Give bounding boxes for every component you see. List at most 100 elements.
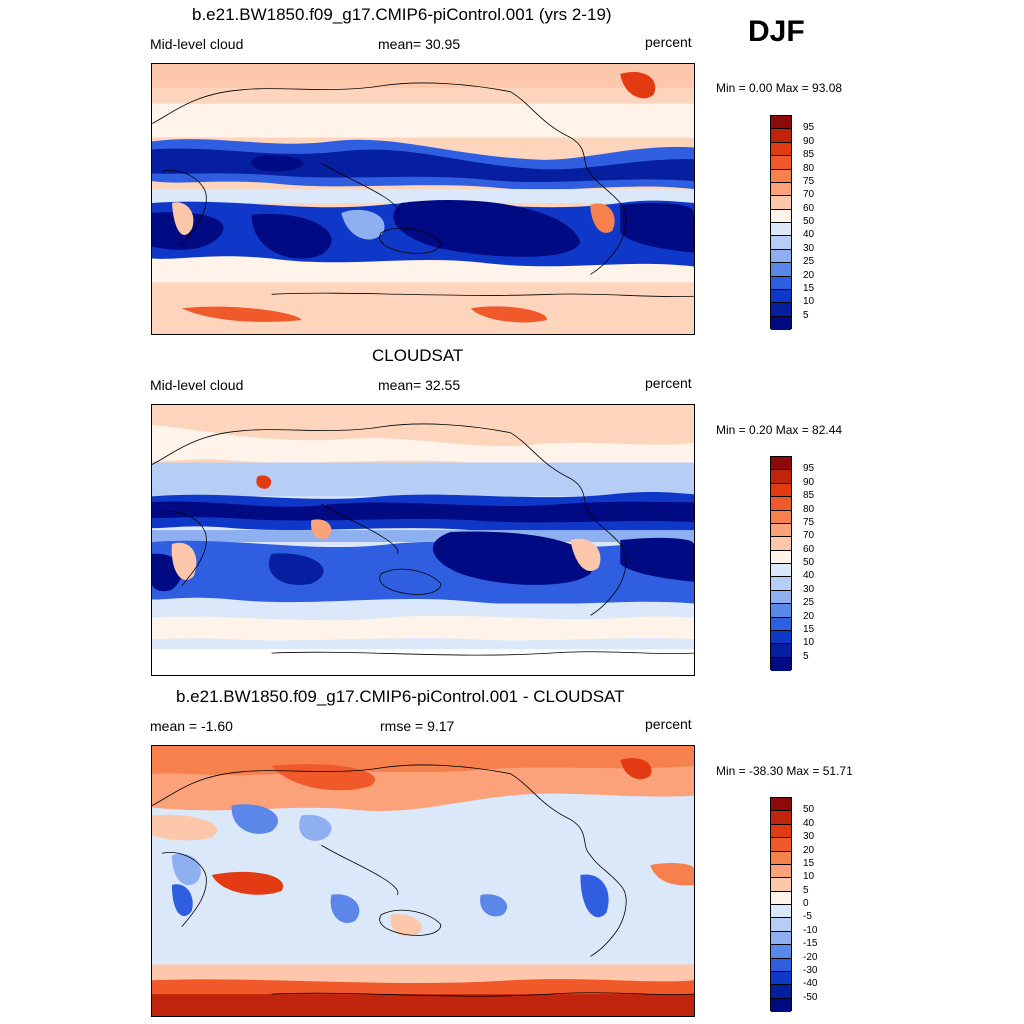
colorbar-swatch — [771, 891, 791, 905]
contour-map — [151, 63, 695, 335]
colorbar-tick-label: 25 — [803, 256, 815, 268]
colorbar-tick-label: 60 — [803, 202, 815, 214]
colorbar-tick-label: 15 — [803, 857, 815, 869]
colorbar-tick-label: 20 — [803, 844, 815, 856]
colorbar-swatch — [771, 918, 791, 932]
colorbar-tick-label: 30 — [803, 583, 815, 595]
colorbar-tick-label: -40 — [803, 978, 818, 990]
colorbar-tick-label: 25 — [803, 597, 815, 609]
panel-title: CLOUDSAT — [372, 346, 464, 365]
colorbar-swatch — [771, 182, 791, 197]
colorbar-swatch — [771, 798, 791, 812]
mean-label: mean= 32.55 — [378, 377, 461, 393]
colorbar-tick-label: 80 — [803, 162, 815, 174]
season-label: DJF — [748, 15, 805, 48]
colorbar-tick-label: 90 — [803, 476, 815, 488]
colorbar-tick-label: 75 — [803, 516, 815, 528]
colorbar-swatch — [771, 905, 791, 919]
colorbar-swatch — [771, 236, 791, 250]
colorbar — [770, 115, 792, 330]
contour-map — [151, 404, 695, 676]
colorbar-swatch — [771, 537, 791, 551]
colorbar-swatch — [771, 470, 791, 484]
variable-label: Mid-level cloud — [150, 36, 244, 52]
colorbar-swatch — [771, 985, 791, 999]
units-label: percent — [645, 716, 692, 732]
colorbar-swatch — [771, 864, 791, 879]
panel-title: b.e21.BW1850.f09_g17.CMIP6-piControl.001… — [192, 5, 612, 24]
colorbar-tick-label: 90 — [803, 135, 815, 147]
colorbar-tick-label: 95 — [803, 122, 815, 134]
colorbar-tick-label: -5 — [803, 911, 812, 923]
colorbar-swatch — [771, 604, 791, 618]
colorbar-swatch — [771, 303, 791, 317]
mean-label: mean= 30.95 — [378, 36, 461, 52]
colorbar-tick-label: 80 — [803, 503, 815, 515]
colorbar-swatch — [771, 617, 791, 631]
colorbar-tick-label: 60 — [803, 543, 815, 555]
colorbar-tick-label: -50 — [803, 991, 818, 1003]
colorbar-tick-label: 5 — [803, 884, 809, 896]
map-svg — [152, 64, 694, 334]
colorbar-tick-label: 70 — [803, 530, 815, 542]
mean-label: mean = -1.60 — [150, 718, 233, 734]
colorbar-swatch — [771, 510, 791, 524]
colorbar-swatch — [771, 497, 791, 511]
colorbar-swatch — [771, 196, 791, 210]
colorbar-swatch — [771, 316, 791, 330]
minmax-label: Min = 0.00 Max = 93.08 — [716, 81, 843, 95]
colorbar-tick-label: 20 — [803, 269, 815, 281]
map-svg — [152, 746, 694, 1016]
colorbar-tick-label: 0 — [803, 898, 809, 909]
colorbar-tick-label: 40 — [803, 229, 815, 241]
colorbar-tick-label: 20 — [803, 610, 815, 622]
colorbar-tick-label: -10 — [803, 924, 818, 936]
units-label: percent — [645, 375, 692, 391]
colorbar-swatch — [771, 590, 791, 605]
units-label: percent — [645, 34, 692, 50]
colorbar-tick-label: 75 — [803, 175, 815, 187]
contour-map — [151, 745, 695, 1017]
colorbar-swatch — [771, 550, 791, 564]
panel-title: b.e21.BW1850.f09_g17.CMIP6-piControl.001… — [176, 687, 625, 706]
colorbar-tick-label: 70 — [803, 189, 815, 201]
colorbar-tick-label: 10 — [803, 637, 815, 649]
colorbar-swatch — [771, 811, 791, 825]
colorbar-tick-label: 40 — [803, 817, 815, 829]
colorbar — [770, 456, 792, 671]
colorbar-tick-label: 85 — [803, 490, 815, 502]
colorbar-swatch — [771, 931, 791, 946]
colorbar-swatch — [771, 851, 791, 865]
colorbar-swatch — [771, 644, 791, 658]
colorbar-swatch — [771, 878, 791, 892]
colorbar — [770, 797, 792, 1012]
colorbar-swatch — [771, 116, 791, 130]
variable-label: Mid-level cloud — [150, 377, 244, 393]
colorbar-swatch — [771, 657, 791, 671]
colorbar-swatch — [771, 289, 791, 304]
map-svg — [152, 405, 694, 675]
colorbar-tick-label: 15 — [803, 623, 815, 635]
colorbar-swatch — [771, 630, 791, 645]
minmax-label: Min = 0.20 Max = 82.44 — [716, 423, 843, 437]
colorbar-tick-label: 5 — [803, 650, 809, 662]
colorbar-swatch — [771, 971, 791, 986]
colorbar-swatch — [771, 564, 791, 578]
colorbar-tick-label: 85 — [803, 149, 815, 161]
colorbar-tick-label: 50 — [803, 804, 815, 816]
colorbar-swatch — [771, 523, 791, 538]
colorbar-tick-label: 50 — [803, 557, 815, 568]
colorbar-swatch — [771, 263, 791, 277]
colorbar-swatch — [771, 945, 791, 959]
colorbar-swatch — [771, 249, 791, 264]
colorbar-swatch — [771, 457, 791, 471]
minmax-label: Min = -38.30 Max = 51.71 — [716, 764, 853, 778]
colorbar-swatch — [771, 209, 791, 223]
colorbar-tick-label: 15 — [803, 282, 815, 294]
colorbar-swatch — [771, 577, 791, 591]
colorbar-swatch — [771, 276, 791, 290]
colorbar-swatch — [771, 958, 791, 972]
colorbar-tick-label: -15 — [803, 938, 818, 950]
colorbar-swatch — [771, 169, 791, 183]
colorbar-tick-label: 30 — [803, 242, 815, 254]
